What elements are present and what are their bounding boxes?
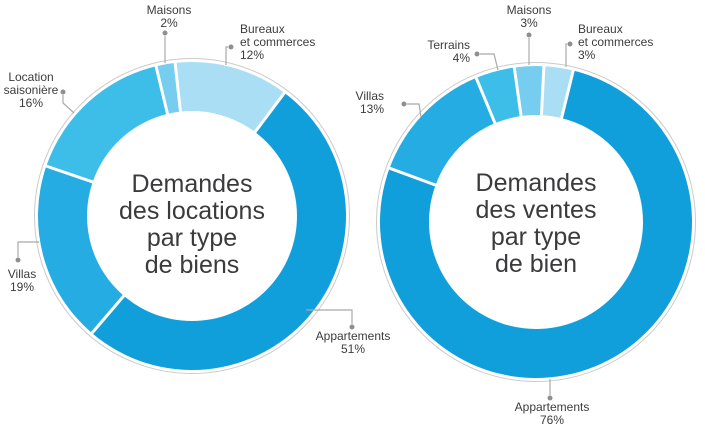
title-line: de biens: [144, 251, 240, 279]
callout-line: Villas: [7, 267, 37, 281]
callout-maisons: Maisons 3%: [459, 4, 599, 30]
title-line: par type: [490, 223, 582, 251]
callout-line: 2%: [160, 16, 178, 30]
callout-maisons: Maisons 2%: [99, 4, 239, 30]
segment-villas: [389, 77, 495, 186]
segment-divider: [387, 166, 439, 188]
leader-dot-maisons: [162, 30, 168, 36]
callout-line: 16%: [18, 96, 44, 110]
segment-bureaux-et-commerces: [175, 61, 285, 133]
segment-divider: [539, 64, 546, 119]
callout-villas: Villas 19%: [0, 268, 92, 294]
leader-dot-appartements: [547, 395, 553, 401]
segment-divider: [252, 90, 287, 136]
callout-line: et commerces: [578, 35, 654, 49]
segment-maisons: [156, 62, 181, 114]
callout-villas: Villas 13%: [244, 90, 384, 116]
right-chart-title: Demandes des ventes par type de bien: [426, 170, 646, 278]
callout-bureaux-et-commerces: Bureaux et commerces 3%: [578, 23, 705, 62]
leader-line-appartements: [306, 309, 353, 324]
title-line: Demandes: [131, 170, 253, 198]
callout-line: 3%: [520, 16, 538, 30]
segment-appartements: [91, 92, 347, 371]
callout-line: 12%: [240, 48, 265, 62]
callout-appartements: Appartements 51%: [283, 330, 423, 356]
segment-villas: [37, 166, 124, 334]
callout-line: Appartements: [315, 329, 391, 343]
donut-des-locations: [15, 30, 355, 374]
callout-line: saisonière: [3, 83, 59, 97]
leader-line-terrains: [480, 53, 499, 71]
title-line: des locations: [119, 197, 265, 225]
callout-line: 13%: [359, 102, 384, 116]
segment-bureaux-et-commerces: [541, 66, 574, 119]
leader-dot-terrains: [474, 51, 480, 57]
segment-divider: [474, 75, 498, 127]
segment-terrains: [476, 67, 522, 124]
callout-line: Location: [8, 70, 54, 84]
callout-line: Bureaux: [578, 22, 623, 36]
callout-line: 19%: [9, 280, 35, 294]
callout-line: 76%: [539, 413, 565, 427]
leader-dot-appartements: [349, 324, 355, 330]
callout-location-saisoniere: Location saisonière 16%: [0, 71, 101, 110]
donut-outline-circle: [376, 62, 696, 382]
callout-bureaux-et-commerces: Bureaux et commerces 12%: [240, 23, 380, 62]
callout-line: 51%: [340, 342, 366, 356]
leader-dot-location-saisoniere: [60, 89, 66, 95]
title-line: des ventes: [475, 196, 597, 224]
callout-line: Bureaux: [240, 22, 285, 36]
leader-dot-villas: [15, 257, 21, 263]
leader-line-villas: [17, 241, 39, 257]
segment-divider: [154, 64, 170, 118]
leader-dot-villas: [401, 101, 407, 107]
callout-line: Appartements: [514, 400, 590, 414]
leader-line-bureaux-et-commerces: [565, 43, 567, 67]
leader-line-location-saisoniere: [62, 95, 75, 114]
callout-line: Terrains: [427, 38, 470, 52]
callout-terrains: Terrains 4%: [330, 39, 470, 65]
callout-line: Villas: [355, 89, 384, 103]
callout-line: Maisons: [146, 3, 192, 17]
segment-divider: [512, 65, 524, 120]
left-chart-title: Demandes des locations par type de biens: [82, 171, 302, 279]
segment-appartements: [380, 70, 692, 378]
segment-divider: [559, 68, 576, 122]
segment-divider: [89, 292, 127, 336]
leader-line-bureaux-et-commerces: [225, 46, 228, 65]
donut-outline-circle: [34, 58, 350, 374]
donut-des-ventes: [376, 32, 696, 401]
title-line: Demandes: [475, 169, 597, 197]
callout-line: 4%: [452, 51, 470, 65]
callout-line: Maisons: [506, 3, 552, 17]
callout-line: 3%: [578, 48, 596, 62]
segment-location-saisoniere: [46, 66, 168, 182]
callout-appartements: Appartements 76%: [482, 401, 622, 427]
leader-line-villas: [407, 103, 422, 118]
segment-divider: [173, 61, 183, 115]
leader-dot-maisons: [526, 32, 532, 38]
title-line: de bien: [494, 250, 578, 278]
leader-dot-bureaux-et-commerces: [567, 41, 573, 47]
title-line: par type: [146, 224, 238, 252]
leader-dot-bureaux-et-commerces: [228, 44, 234, 50]
segment-divider: [44, 164, 96, 185]
segment-maisons: [514, 65, 544, 117]
callout-line: et commerces: [240, 35, 316, 49]
